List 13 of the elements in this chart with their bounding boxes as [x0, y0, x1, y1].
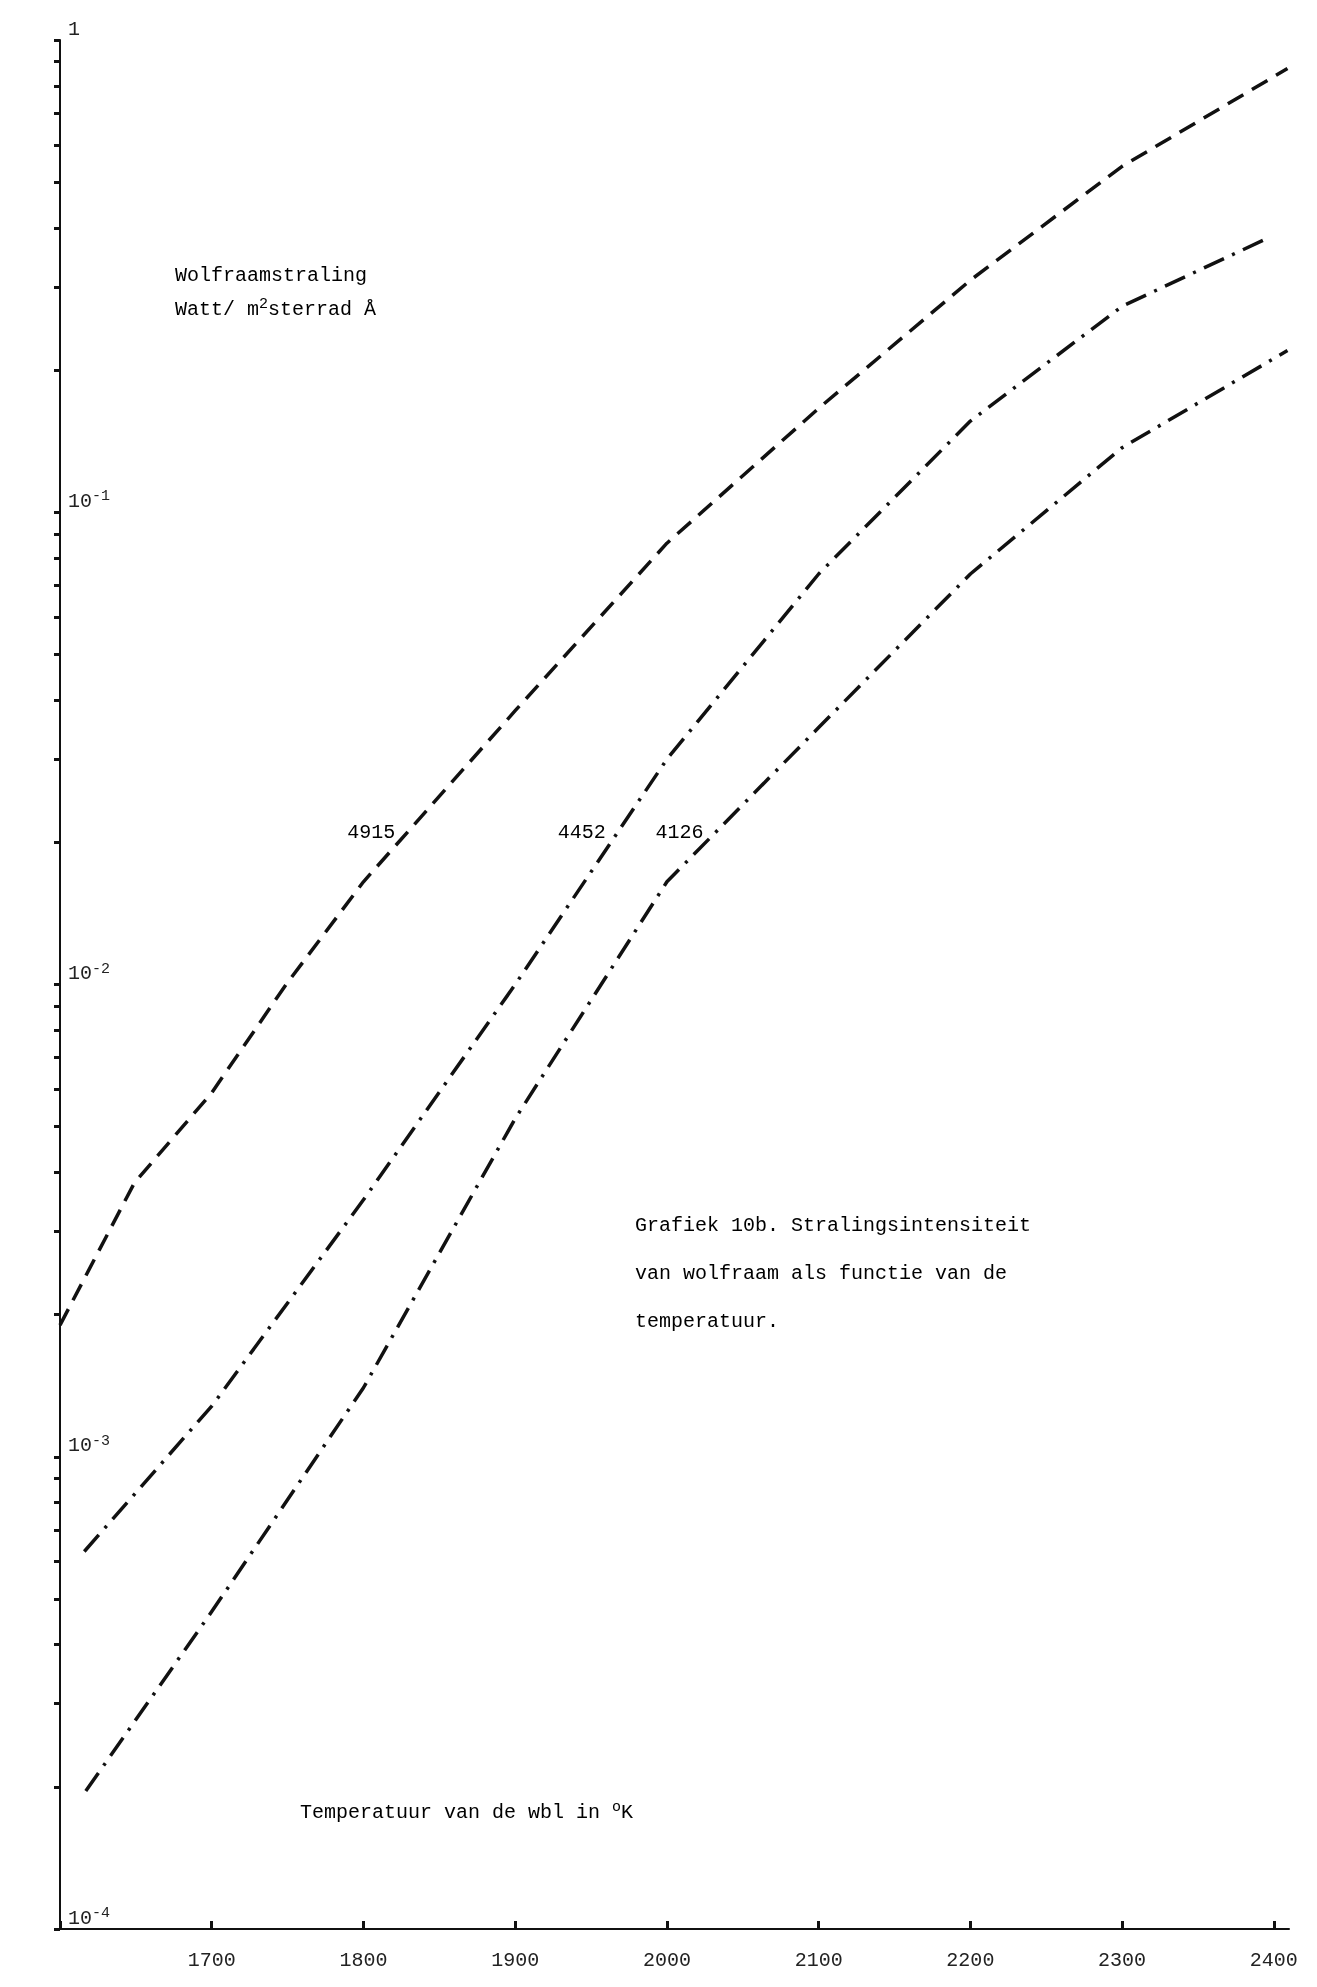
y-tick-label: 1 [68, 17, 81, 41]
x-tick-label: 1900 [491, 1948, 540, 1972]
x-tick-label: 2400 [1249, 1948, 1298, 1972]
series-label: 4452 [557, 820, 606, 844]
x-tick-label: 1700 [187, 1948, 236, 1972]
x-tick-label: 2200 [946, 1948, 995, 1972]
x-tick-label: 2100 [794, 1948, 843, 1972]
series-label: 4126 [655, 820, 704, 844]
x-tick-label: 1800 [339, 1948, 388, 1972]
x-tick-label: 2300 [1098, 1948, 1147, 1972]
text: Grafiek 10b. Stralingsintensiteit van wolfraam als functie van de temperatuur. [635, 1213, 1032, 1333]
x-tick-label: 2000 [642, 1948, 691, 1972]
series-label: 4915 [347, 820, 396, 844]
